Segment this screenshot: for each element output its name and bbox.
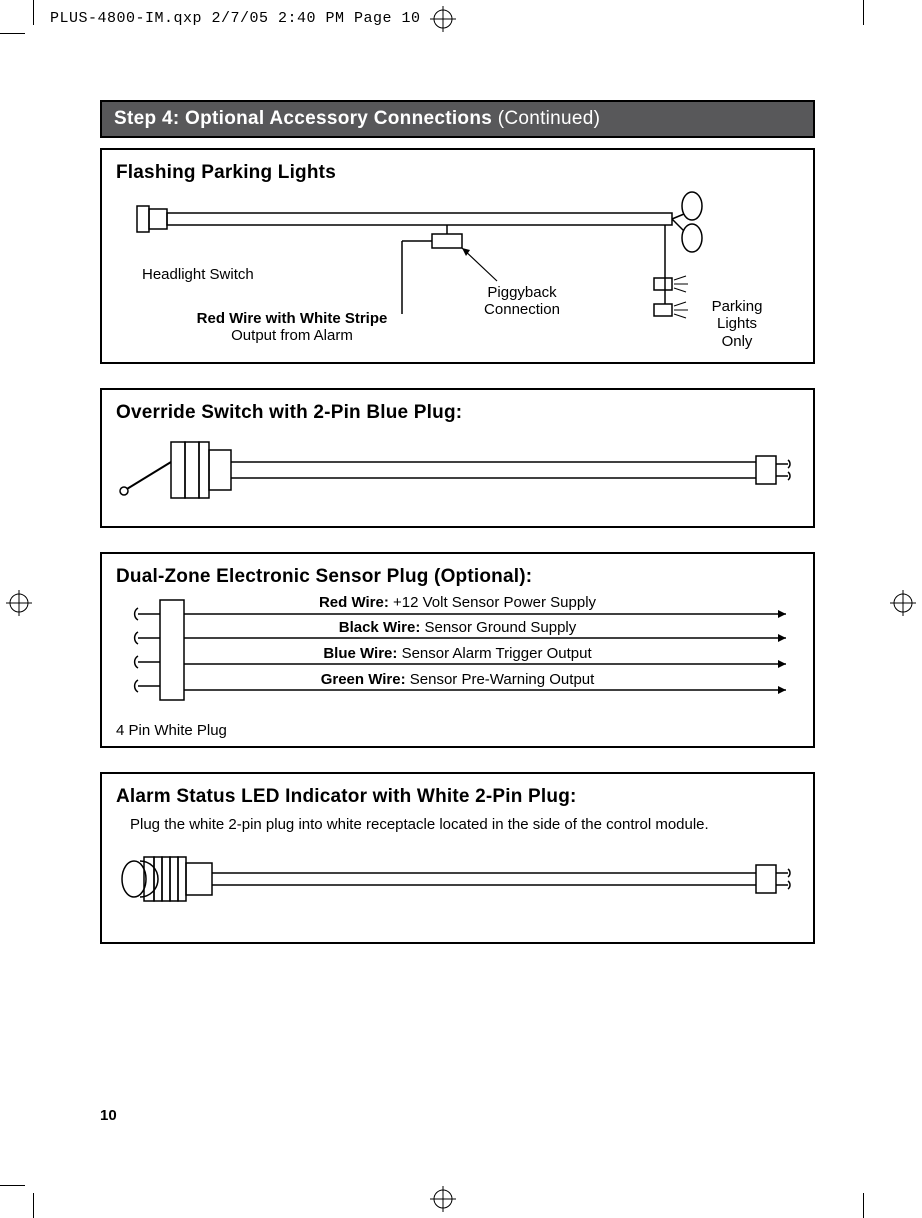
reg-mark-top <box>430 6 456 32</box>
step-header-main: Step 4: Optional Accessory Connections <box>114 108 498 129</box>
reg-mark-left <box>6 590 32 616</box>
override-title: Override Switch with 2-Pin Blue Plug: <box>116 402 799 424</box>
alarm-box: Alarm Status LED Indicator with White 2-… <box>100 772 815 944</box>
reg-mark-right <box>890 590 916 616</box>
wire-row-3: Green Wire: Sensor Pre-Warning Output <box>102 671 813 688</box>
piggy2: Connection <box>484 301 560 318</box>
headlight-switch-label: Headlight Switch <box>142 266 254 283</box>
redwire-label: Red Wire with White Stripe Output from A… <box>172 310 412 344</box>
override-diagram <box>116 432 796 522</box>
alarm-sub: Plug the white 2-pin plug into white rec… <box>130 816 799 833</box>
wire-t-3: Sensor Pre-Warning Output <box>410 671 595 688</box>
wire-t-1: Sensor Ground Supply <box>424 619 576 636</box>
piggy1: Piggyback <box>487 284 556 301</box>
crop-mark <box>863 1193 864 1218</box>
wire-b-0: Red Wire: <box>319 594 389 611</box>
step-header: Step 4: Optional Accessory Connections (… <box>100 100 815 138</box>
crop-mark <box>33 0 34 25</box>
printer-slug: PLUS-4800-IM.qxp 2/7/05 2:40 PM Page 10 <box>50 10 421 27</box>
crop-mark <box>863 0 864 25</box>
wire-t-0: +12 Volt Sensor Power Supply <box>393 594 596 611</box>
park3: Only <box>722 333 753 350</box>
plug-label: 4 Pin White Plug <box>116 722 227 739</box>
park1: Parking <box>712 298 763 315</box>
wire-b-2: Blue Wire: <box>323 645 397 662</box>
crop-mark <box>33 1193 34 1218</box>
crop-mark <box>0 33 25 34</box>
step-header-cont: (Continued) <box>498 108 601 129</box>
dualzone-title: Dual-Zone Electronic Sensor Plug (Option… <box>116 566 799 588</box>
flashing-box: Flashing Parking Lights <box>100 148 815 364</box>
wire-b-3: Green Wire: <box>321 671 406 688</box>
override-box: Override Switch with 2-Pin Blue Plug: <box>100 388 815 528</box>
park2: Lights <box>717 315 757 332</box>
parking-label: Parking Lights Only <box>702 298 772 350</box>
crop-mark <box>0 1185 25 1186</box>
wire-b-1: Black Wire: <box>339 619 421 636</box>
alarm-diagram <box>116 843 796 933</box>
redwire-bold: Red Wire with White Stripe <box>197 310 388 327</box>
redwire-sub: Output from Alarm <box>231 327 353 344</box>
wire-row-1: Black Wire: Sensor Ground Supply <box>102 619 813 636</box>
reg-mark-bottom <box>430 1186 456 1212</box>
dualzone-box: Dual-Zone Electronic Sensor Plug (Option… <box>100 552 815 748</box>
piggyback-label: Piggyback Connection <box>472 284 572 318</box>
flashing-title: Flashing Parking Lights <box>116 162 799 184</box>
wire-row-0: Red Wire: +12 Volt Sensor Power Supply <box>102 594 813 611</box>
alarm-title: Alarm Status LED Indicator with White 2-… <box>116 786 799 808</box>
wire-t-2: Sensor Alarm Trigger Output <box>402 645 592 662</box>
page-body: Step 4: Optional Accessory Connections (… <box>100 100 815 944</box>
page-number: 10 <box>100 1107 117 1124</box>
wire-row-2: Blue Wire: Sensor Alarm Trigger Output <box>102 645 813 662</box>
